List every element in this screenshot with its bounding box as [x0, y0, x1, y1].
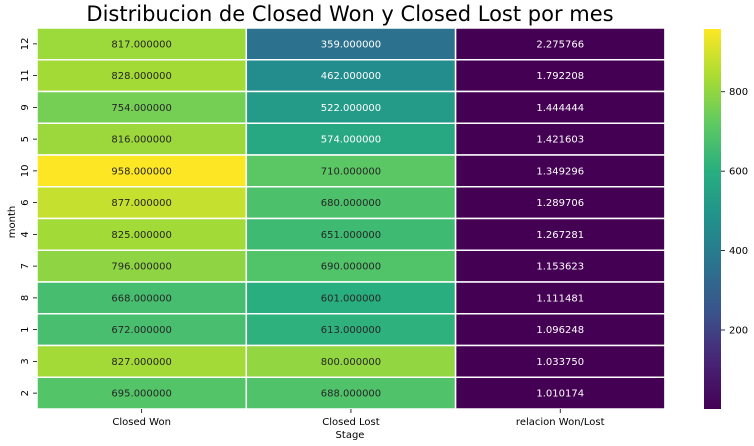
y-tick-label: 1 [20, 326, 31, 332]
heatmap-cell [454, 249, 666, 283]
heatmap-cell-label: 1.267281 [536, 230, 584, 241]
y-tick-label: 3 [20, 358, 31, 364]
heatmap-cell-label: 828.000000 [111, 71, 171, 82]
heatmap-cell-label: 710.000000 [321, 166, 381, 177]
y-tick-label: 8 [20, 295, 31, 301]
heatmap-cell-label: 817.000000 [111, 39, 171, 50]
heatmap-cell-label: 1.349296 [536, 166, 584, 177]
heatmap-cell-label: 688.000000 [321, 389, 381, 400]
heatmap-cell-label: 877.000000 [111, 198, 171, 209]
colorbar-tick-label: 800 [729, 87, 748, 98]
colorbar-tick-label: 600 [729, 167, 748, 178]
heatmap-cell [454, 376, 666, 410]
heatmap-cell-label: 668.000000 [111, 293, 171, 304]
colorbar [704, 29, 721, 409]
heatmap-cell [36, 313, 248, 347]
heatmap-cell [454, 122, 666, 156]
heatmap-cell-label: 800.000000 [321, 357, 381, 368]
x-tick-label: Closed Won [112, 417, 171, 428]
colorbar-ticks: 200 400 600 800 [721, 87, 748, 336]
y-tick-label: 10 [20, 165, 31, 178]
chart-title: Distribucion de Closed Won y Closed Lost… [86, 2, 613, 26]
heatmap-cell-label: 1.289706 [536, 198, 584, 209]
heatmap-cell [36, 122, 248, 156]
heatmap-cell [36, 217, 248, 251]
heatmap-cell [36, 344, 248, 378]
heatmap-cell-label: 651.000000 [321, 230, 381, 241]
heatmap-cell-label: 1.444444 [536, 103, 584, 114]
y-tick-label: 4 [20, 231, 31, 237]
heatmap-cell-label: 816.000000 [111, 135, 171, 146]
heatmap-cell [245, 313, 457, 347]
heatmap-cell-label: 2.275766 [536, 39, 584, 50]
heatmap-cell-label: 601.000000 [321, 293, 381, 304]
heatmap-cell-label: 754.000000 [111, 103, 171, 114]
heatmap-cell-label: 1.153623 [536, 262, 584, 273]
heatmap-cell-label: 1.111481 [536, 293, 584, 304]
heatmap-cell [454, 217, 666, 251]
heatmap-cell [454, 313, 666, 347]
heatmap-cell-label: 522.000000 [321, 103, 381, 114]
heatmap-cell-label: 462.000000 [321, 71, 381, 82]
heatmap-cell [245, 27, 457, 61]
heatmap-cell-label: 958.000000 [111, 166, 171, 177]
heatmap-cells [36, 27, 666, 410]
heatmap-cell-label: 359.000000 [321, 39, 381, 50]
y-tick-label: 2 [20, 390, 31, 396]
heatmap-cell-label: 1.033750 [536, 357, 584, 368]
heatmap-cell [245, 249, 457, 283]
heatmap-cell-label: 672.000000 [111, 325, 171, 336]
y-axis-ticks: 12 11 9 5 10 6 4 7 8 1 3 2 [20, 38, 37, 396]
heatmap-cell [454, 344, 666, 378]
heatmap-cell-label: 796.000000 [111, 262, 171, 273]
y-tick-label: 6 [20, 199, 31, 205]
heatmap-cell-label: 1.010174 [536, 389, 584, 400]
heatmap-cell-label: 680.000000 [321, 198, 381, 209]
colorbar-tick-label: 200 [729, 325, 748, 336]
heatmap-cell-label: 695.000000 [111, 389, 171, 400]
heatmap-cell [454, 186, 666, 220]
y-axis-label: month [7, 206, 18, 238]
heatmap-cell [454, 59, 666, 93]
heatmap-cell [454, 281, 666, 315]
heatmap-cell-label: 574.000000 [321, 135, 381, 146]
heatmap-cell [245, 154, 457, 188]
heatmap-cell-label: 825.000000 [111, 230, 171, 241]
heatmap-cell-label: 1.096248 [536, 325, 584, 336]
x-axis-label: Stage [336, 430, 365, 441]
y-tick-label: 9 [20, 104, 31, 110]
heatmap-cell [245, 90, 457, 124]
heatmap-cell-labels: 817.000000 359.000000 2.275766 828.000000 46… [111, 39, 584, 399]
y-tick-label: 7 [20, 263, 31, 269]
y-tick-label: 5 [20, 136, 31, 142]
heatmap-cell-label: 1.421603 [536, 135, 584, 146]
x-tick-label: relacion Won/Lost [516, 417, 605, 428]
y-tick-label: 11 [20, 69, 31, 82]
x-axis-ticks: Closed Won Closed Lost relacion Won/Lost [112, 409, 605, 428]
heatmap-cell [245, 217, 457, 251]
heatmap-cell [245, 186, 457, 220]
x-tick-label: Closed Lost [322, 417, 379, 428]
heatmap-cell [36, 249, 248, 283]
colorbar-tick-label: 400 [729, 246, 748, 257]
heatmap-cell-label: 690.000000 [321, 262, 381, 273]
heatmap-cell-label: 827.000000 [111, 357, 171, 368]
y-tick-label: 12 [20, 38, 31, 51]
heatmap-cell-label: 1.792208 [536, 71, 584, 82]
heatmap-cell-label: 613.000000 [321, 325, 381, 336]
